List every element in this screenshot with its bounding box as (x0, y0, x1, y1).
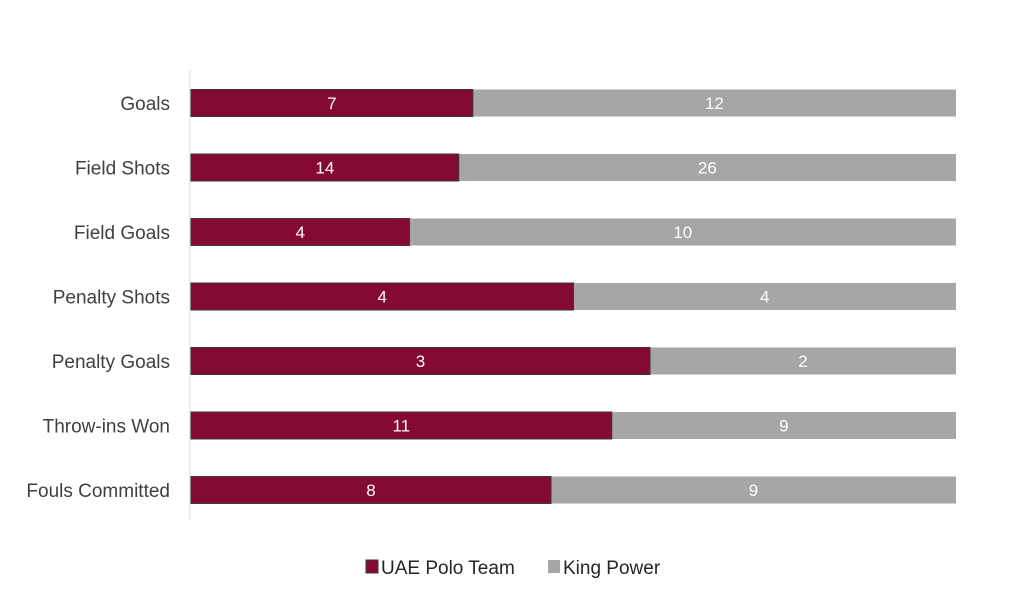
data-label-uae-polo-team-6: 8 (366, 481, 375, 500)
category-label-2: Field Goals (74, 223, 170, 244)
data-label-king-power-4: 2 (798, 352, 807, 371)
bars-layer: 7 12 14 26 4 10 4 4 3 2 11 9 8 9 (190, 89, 957, 504)
category-label-6: Fouls Committed (26, 481, 170, 502)
category-label-1: Field Shots (75, 159, 170, 180)
bar-king-power-5 (611, 412, 956, 439)
data-label-king-power-3: 4 (760, 288, 769, 307)
legend-swatch-king-power (548, 560, 560, 573)
legend: UAE Polo Team King Power (365, 558, 661, 579)
bar-king-power-3 (573, 283, 956, 310)
category-labels: Goals Field Shots Field Goals Penalty Shots… (26, 94, 170, 502)
legend-swatch-uae-polo-team (365, 559, 379, 574)
data-label-uae-polo-team-1: 14 (315, 159, 334, 178)
bar-king-power-1 (458, 154, 956, 181)
data-label-king-power-6: 9 (749, 481, 758, 500)
bar-uae-polo-team-2 (190, 218, 411, 246)
category-label-5: Throw-ins Won (43, 417, 170, 438)
data-label-uae-polo-team-3: 4 (378, 288, 387, 307)
bar-uae-polo-team-5 (190, 411, 613, 440)
bar-king-power-4 (650, 347, 956, 375)
legend-label-uae-polo-team: UAE Polo Team (381, 558, 515, 579)
bar-king-power-0 (472, 89, 956, 117)
data-label-king-power-1: 26 (698, 159, 717, 178)
bar-king-power-2 (409, 218, 957, 246)
legend-label-king-power: King Power (563, 558, 661, 579)
data-label-king-power-2: 10 (673, 223, 692, 242)
bar-uae-polo-team-0 (190, 89, 474, 117)
category-label-4: Penalty Goals (52, 352, 170, 373)
data-label-uae-polo-team-4: 3 (416, 352, 425, 371)
bar-uae-polo-team-4 (190, 347, 651, 375)
bar-uae-polo-team-6 (190, 476, 552, 504)
bar-uae-polo-team-1 (190, 153, 460, 182)
data-label-king-power-5: 9 (779, 417, 788, 436)
bar-king-power-6 (551, 476, 956, 504)
category-label-3: Penalty Shots (53, 288, 170, 309)
data-label-uae-polo-team-2: 4 (296, 223, 305, 242)
bar-uae-polo-team-3 (190, 282, 574, 311)
data-label-uae-polo-team-5: 11 (393, 417, 411, 436)
category-label-0: Goals (120, 94, 170, 115)
data-label-uae-polo-team-0: 7 (327, 94, 336, 113)
data-label-king-power-0: 12 (705, 94, 724, 113)
